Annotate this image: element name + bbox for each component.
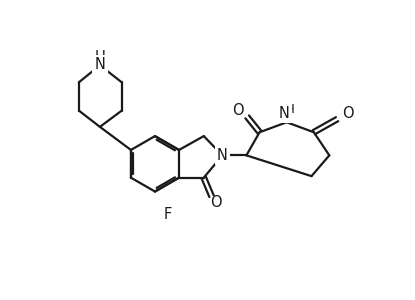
Text: O: O: [342, 106, 354, 121]
Text: H: H: [285, 103, 295, 116]
Text: H: H: [95, 50, 105, 65]
Text: N: N: [217, 148, 228, 163]
Text: O: O: [210, 195, 222, 210]
Text: N: N: [279, 106, 290, 121]
Text: O: O: [232, 103, 244, 118]
Text: N: N: [95, 57, 105, 72]
Text: F: F: [164, 207, 172, 222]
